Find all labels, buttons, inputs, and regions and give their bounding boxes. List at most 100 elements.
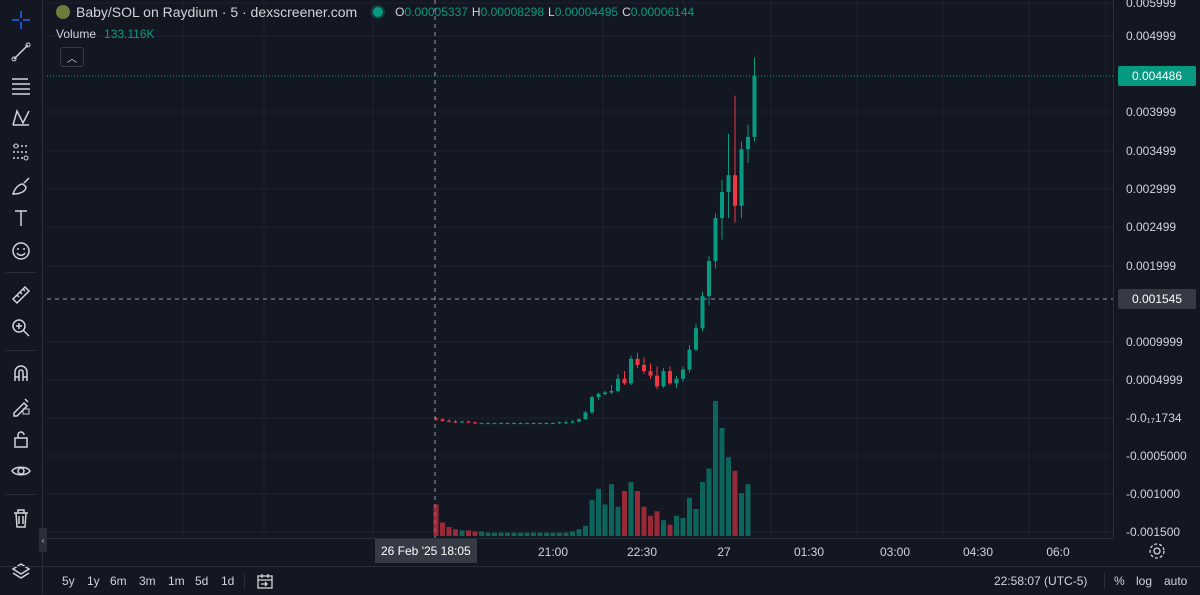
volume-bar: [609, 484, 614, 536]
volume-bar: [589, 500, 595, 536]
range-5d-button[interactable]: 5d: [195, 574, 209, 588]
volume-bar: [628, 482, 634, 536]
range-5y-button[interactable]: 5y: [62, 574, 75, 588]
price-tick-label: 0.002999: [1126, 182, 1177, 196]
settings-icon[interactable]: [1148, 542, 1166, 565]
candle-body: [447, 420, 451, 422]
volume-bar: [654, 511, 660, 536]
candle-body: [499, 423, 503, 425]
range-6m-button[interactable]: 6m: [110, 574, 127, 588]
candle-body: [525, 423, 529, 425]
volume-bar: [726, 457, 731, 536]
time-tick-label: 06:0: [1046, 545, 1070, 559]
crosshair-icon[interactable]: [7, 6, 35, 34]
volume-value: 133.116K: [104, 27, 155, 41]
volume-bar: [648, 515, 653, 536]
ruler-icon[interactable]: [7, 281, 35, 309]
price-tick-label: -0.0₁₇1734: [1126, 411, 1182, 425]
trash-icon[interactable]: [7, 504, 35, 532]
volume-bar: [680, 518, 686, 536]
price-tick-label: -0.0005000: [1126, 449, 1187, 463]
volume-bar: [524, 532, 530, 536]
volume-bar: [739, 493, 744, 536]
volume-bar: [479, 531, 484, 536]
market-status-icon: [373, 7, 384, 17]
collapse-toolbar-button[interactable]: ‹: [39, 528, 47, 552]
emoji-icon[interactable]: [7, 237, 35, 265]
log-toggle[interactable]: log: [1136, 574, 1153, 588]
price-tick-label: 0.0009999: [1126, 335, 1183, 349]
time-tick-label: 03:00: [879, 545, 911, 559]
volume-legend: Volume 133.116K: [56, 27, 155, 41]
lock-draw-icon[interactable]: [7, 392, 35, 420]
candle-body: [570, 421, 575, 423]
volume-bar: [485, 532, 491, 536]
candle-body: [674, 378, 679, 384]
time-tick-label: 01:30: [793, 545, 825, 559]
candle-body: [583, 412, 588, 420]
collapse-legend-button[interactable]: ︿: [60, 47, 84, 67]
volume-bar: [446, 527, 452, 536]
volume-bar: [511, 532, 517, 536]
brush-icon[interactable]: [7, 172, 35, 200]
candle-body: [694, 328, 698, 350]
volume-bar: [745, 484, 751, 536]
symbol-title[interactable]: Baby/SOL on Raydium · 5 · dexscreener.co…: [76, 4, 358, 20]
time-tick-label: 21:00: [537, 545, 569, 559]
price-tick-label: 0.005999: [1126, 0, 1177, 10]
volume-bar: [492, 532, 497, 536]
candle-body: [479, 423, 484, 425]
fib-icon[interactable]: [7, 72, 35, 100]
volume-bar: [674, 515, 679, 536]
range-1d-button[interactable]: 1d: [221, 574, 235, 588]
volume-bar: [466, 530, 471, 536]
price-tick-label: -0.001500: [1126, 525, 1181, 539]
percent-toggle[interactable]: %: [1114, 574, 1125, 588]
layers-icon[interactable]: [7, 558, 35, 586]
candle-body: [492, 423, 497, 425]
projection-icon[interactable]: [7, 138, 35, 166]
token-logo-icon: [56, 5, 70, 19]
candle-body: [609, 390, 614, 393]
price-axis[interactable]: 0.005999 0.004999 0.003999 0.003499 0.002999…: [1113, 0, 1200, 539]
price-tick-label: 0.003499: [1126, 144, 1177, 158]
candle-body: [590, 397, 594, 413]
text-icon[interactable]: [7, 204, 35, 232]
candle-body: [460, 421, 464, 423]
trendline-icon[interactable]: [7, 38, 35, 66]
goto-date-icon[interactable]: [256, 572, 274, 595]
volume-bar: [550, 532, 556, 536]
lock-icon[interactable]: [7, 425, 35, 453]
volume-bar: [661, 520, 666, 536]
volume-bar: [531, 532, 536, 536]
candle-body: [739, 149, 744, 206]
volume-bar: [622, 491, 627, 536]
clock[interactable]: 22:58:07 (UTC-5): [994, 574, 1088, 588]
volume-bar: [498, 532, 504, 536]
pattern-icon[interactable]: [7, 104, 35, 132]
magnet-icon[interactable]: [7, 359, 35, 387]
range-1m-button[interactable]: 1m: [168, 574, 185, 588]
candle-body: [681, 369, 685, 379]
zoom-icon[interactable]: [7, 314, 35, 342]
volume-bar: [505, 532, 510, 536]
volume-bar: [667, 524, 673, 536]
range-3m-button[interactable]: 3m: [139, 574, 156, 588]
volume-bar: [453, 529, 458, 536]
candle-body: [486, 423, 490, 425]
chart-header: Baby/SOL on Raydium · 5 · dexscreener.co…: [56, 4, 694, 20]
volume-bar: [602, 504, 608, 536]
volume-bar: [576, 529, 582, 536]
candle-body: [752, 75, 757, 137]
range-1y-button[interactable]: 1y: [87, 574, 100, 588]
candle-body: [518, 423, 523, 425]
candle-body: [746, 136, 750, 150]
price-tick-label: 0.0004999: [1126, 373, 1183, 387]
auto-toggle[interactable]: auto: [1164, 574, 1188, 588]
price-tick-label: 0.001999: [1126, 259, 1177, 273]
price-chart[interactable]: [47, 0, 1113, 538]
volume-bar: [693, 509, 699, 536]
candle-body: [531, 423, 536, 425]
eye-icon[interactable]: [7, 457, 35, 485]
